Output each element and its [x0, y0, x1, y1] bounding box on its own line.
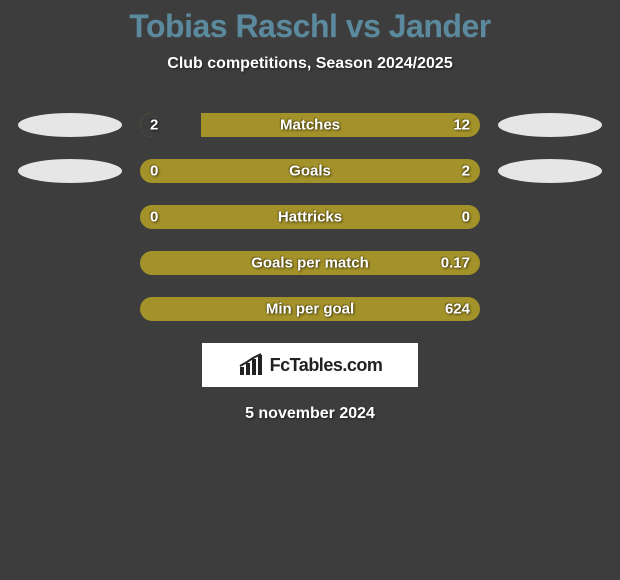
stat-bar: 0 Hattricks 0 — [140, 205, 480, 229]
stat-row: 2 Matches 12 — [0, 113, 620, 137]
stat-bar: 0 Goals 2 — [140, 159, 480, 183]
stat-right-value: 624 — [445, 301, 470, 318]
stat-row: 0 Hattricks 0 — [0, 205, 620, 229]
comparison-card: Tobias Raschl vs Jander Club competition… — [0, 0, 620, 423]
stat-row: 0 Goals 2 — [0, 159, 620, 183]
stat-bar: Goals per match 0.17 — [140, 251, 480, 275]
stat-right-value: 2 — [462, 163, 470, 180]
stat-right-value: 12 — [453, 117, 470, 134]
stat-bar: 2 Matches 12 — [140, 113, 480, 137]
stat-right-value: 0.17 — [441, 255, 470, 272]
page-title: Tobias Raschl vs Jander — [0, 8, 620, 45]
stat-left-value: 0 — [150, 209, 158, 226]
stat-label: Min per goal — [266, 301, 354, 318]
brand-chart-icon — [238, 353, 266, 377]
brand-box: FcTables.com — [202, 343, 418, 387]
subtitle: Club competitions, Season 2024/2025 — [0, 55, 620, 73]
stat-row: Goals per match 0.17 — [0, 251, 620, 275]
stat-label: Goals per match — [251, 255, 369, 272]
stat-left-value: 0 — [150, 163, 158, 180]
stat-bar: Min per goal 624 — [140, 297, 480, 321]
stat-label: Goals — [289, 163, 331, 180]
date-text: 5 november 2024 — [0, 405, 620, 423]
player-right-ellipse — [498, 159, 602, 183]
player-left-ellipse — [18, 113, 122, 137]
player-right-ellipse — [498, 113, 602, 137]
stat-label: Matches — [280, 117, 340, 134]
brand-text: FcTables.com — [270, 355, 383, 376]
stat-row: Min per goal 624 — [0, 297, 620, 321]
stat-rows: 2 Matches 12 0 Goals 2 0 Hattricks 0 Goals per ma… — [0, 113, 620, 321]
stat-left-value: 2 — [150, 117, 158, 134]
stat-label: Hattricks — [278, 209, 342, 226]
player-left-ellipse — [18, 159, 122, 183]
stat-right-value: 0 — [462, 209, 470, 226]
